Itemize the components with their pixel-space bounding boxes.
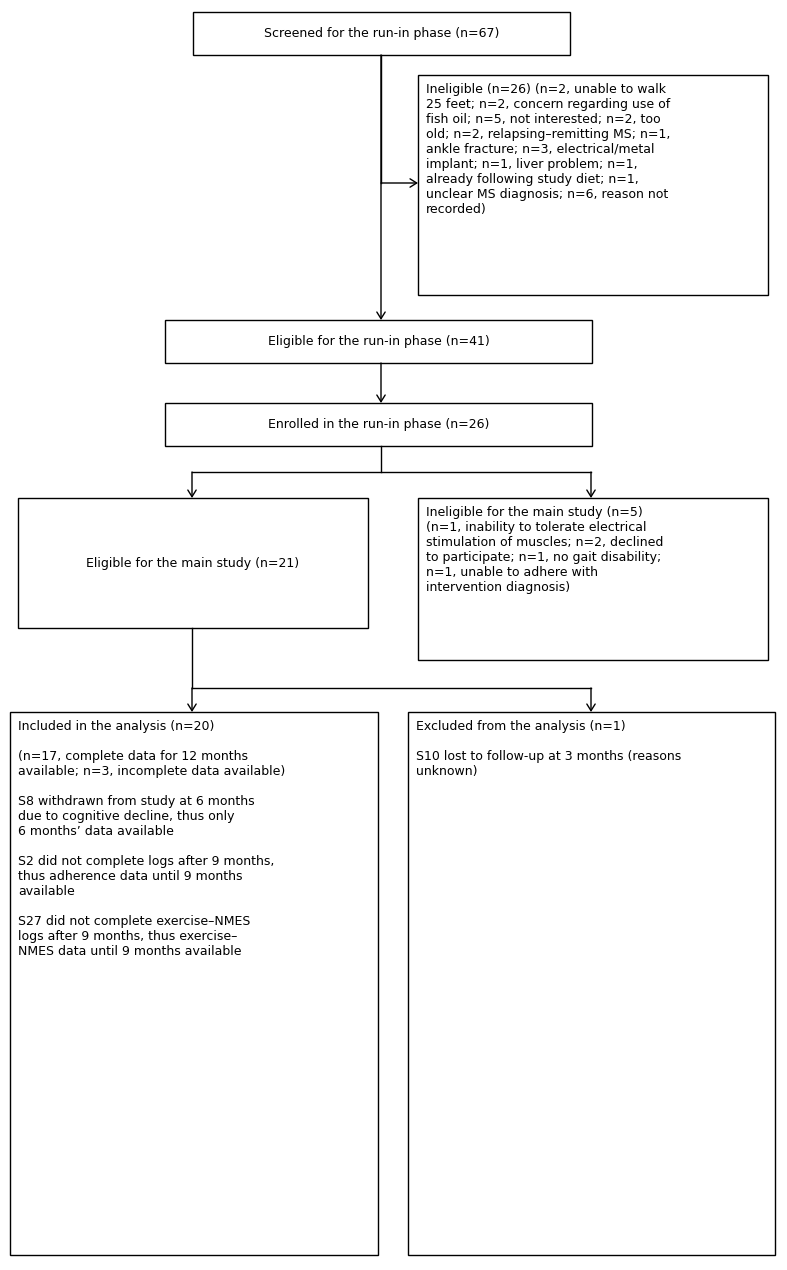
Bar [165,403,592,446]
Bar [418,75,768,295]
Text: Screened for the run-in phase (n=67): Screened for the run-in phase (n=67) [264,27,499,39]
Text: Included in the analysis (n=20)

(n=17, complete data for 12 months
available; n: Included in the analysis (n=20) (n=17, c… [18,720,285,958]
Text: Eligible for the main study (n=21): Eligible for the main study (n=21) [87,556,300,569]
Bar [10,712,378,1255]
Text: Excluded from the analysis (n=1)

S10 lost to follow-up at 3 months (reasons
unk: Excluded from the analysis (n=1) S10 los… [416,720,682,779]
Text: Ineligible for the main study (n=5)
(n=1, inability to tolerate electrical
stimu: Ineligible for the main study (n=5) (n=1… [426,505,663,594]
Bar [18,498,368,627]
Text: Eligible for the run-in phase (n=41): Eligible for the run-in phase (n=41) [268,335,490,348]
Bar [165,320,592,363]
Bar [418,498,768,660]
Bar [408,712,775,1255]
Text: Ineligible (n=26) (n=2, unable to walk
25 feet; n=2, concern regarding use of
fi: Ineligible (n=26) (n=2, unable to walk 2… [426,83,671,216]
Bar [193,11,570,55]
Text: Enrolled in the run-in phase (n=26): Enrolled in the run-in phase (n=26) [268,418,490,431]
